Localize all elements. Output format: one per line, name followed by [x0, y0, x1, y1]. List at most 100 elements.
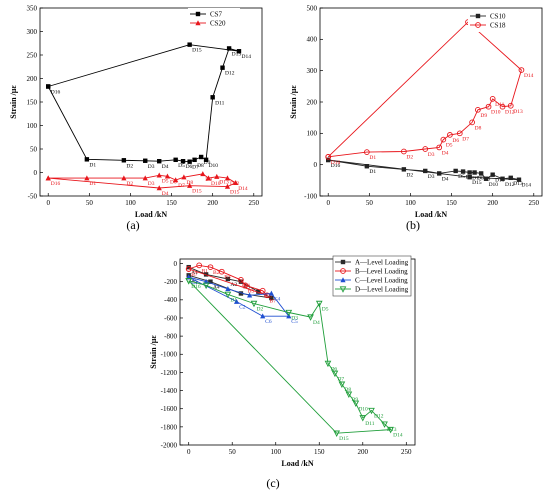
point-label-a: D14	[238, 186, 248, 192]
data-point-a-1	[205, 175, 212, 181]
data-point-a-1	[142, 175, 148, 181]
point-label-b: D11	[495, 178, 505, 184]
x-tick-label-b: 50	[366, 199, 374, 207]
point-label-a: D5	[178, 163, 185, 169]
data-point-b-1	[469, 119, 475, 126]
point-label-b: D16	[331, 160, 341, 166]
data-point-c-3	[307, 314, 314, 321]
panel-b: 0 50 100 150 200 250 -100 0 100 200 300 400 500 Load …	[289, 4, 543, 219]
data-point-b-0	[500, 176, 505, 181]
data-point-a-1	[156, 185, 162, 191]
point-label-c: A2	[230, 282, 237, 288]
data-point-c-3	[381, 421, 388, 428]
data-point-b-0	[508, 175, 513, 181]
point-label-c: A4	[213, 285, 220, 291]
x-tick-label-c: 200	[358, 448, 369, 456]
data-point-b-1	[436, 144, 443, 151]
data-point-c-2	[203, 278, 209, 284]
data-point-a-0	[192, 157, 197, 163]
data-point-c-0	[225, 276, 231, 282]
point-label-a: D10	[209, 163, 219, 169]
data-point-b-1	[485, 103, 492, 110]
point-label-b: D3	[428, 174, 435, 180]
point-label-a: D8	[197, 163, 204, 169]
data-point-a-1	[181, 174, 187, 180]
data-point-c-3	[285, 309, 293, 317]
y-tick-label-c: -2000	[161, 441, 178, 449]
point-label-a: D2	[126, 163, 133, 169]
data-point-a-0	[226, 46, 232, 51]
data-point-b-1	[475, 106, 481, 113]
point-label-b: D4	[442, 176, 449, 182]
legend-label-a: CS7	[210, 11, 223, 19]
point-label-b: D14	[524, 73, 534, 79]
data-point-c-1	[196, 262, 202, 269]
point-label-b: D8	[477, 176, 484, 182]
point-label-c: D12	[374, 414, 384, 420]
x-tick-label-c: 100	[270, 448, 281, 456]
data-point-a-0	[236, 49, 242, 54]
point-label-b: D2	[406, 172, 413, 178]
point-label-b: D6	[452, 138, 459, 144]
data-point-a-0	[198, 154, 204, 160]
point-label-a: D6	[186, 164, 193, 170]
legend-label-c: D—Level Loading	[355, 286, 409, 294]
legend-marker-a	[195, 20, 201, 26]
data-point-a-0	[157, 159, 162, 164]
data-point-b-0	[423, 168, 428, 174]
data-point-a-0	[84, 157, 90, 162]
data-point-c-3	[333, 430, 341, 437]
y-tick-label-a: 250	[27, 51, 38, 59]
y-tick-label-b: -100	[304, 192, 317, 200]
data-point-c-3	[359, 415, 367, 422]
point-label-c: B1	[202, 268, 209, 274]
point-label-b: D1	[369, 155, 376, 161]
legend-marker-c	[340, 259, 346, 265]
y-tick-label-a: 350	[27, 4, 38, 12]
point-label-a: D15	[192, 189, 202, 195]
plot-frame-c	[179, 258, 416, 446]
data-point-b-1	[401, 148, 407, 155]
point-label-a: D8	[186, 180, 193, 186]
point-label-c: C2	[239, 305, 246, 311]
data-point-b-1	[325, 153, 332, 160]
x-tick-label-c: 0	[187, 448, 191, 456]
data-point-b-0	[453, 168, 458, 174]
x-axis-title-b: Load /kN	[415, 210, 447, 219]
data-point-b-0	[472, 170, 477, 175]
data-point-c-1	[207, 264, 214, 271]
point-label-a: D16	[51, 181, 61, 187]
y-tick-label-c: -1600	[161, 405, 178, 413]
legend-label-a: CS20	[210, 20, 226, 28]
point-label-b: D13	[513, 181, 523, 187]
legend-label-c: C—Level Loading	[355, 277, 408, 285]
data-point-c-3	[250, 300, 258, 308]
point-label-a: D12	[225, 71, 235, 77]
data-point-c-3	[352, 400, 360, 408]
panel-a-caption: (a)	[126, 218, 139, 232]
point-label-c: A1	[191, 270, 198, 276]
data-point-a-0	[180, 159, 186, 164]
data-point-a-0	[203, 157, 209, 163]
panel-a: 0 50 100 150 200 250 -50 0 50 100 150 200 250 300 350 L…	[9, 4, 263, 219]
data-point-a-0	[143, 158, 148, 163]
y-tick-label-c: 0	[174, 260, 178, 268]
data-point-b-1	[499, 103, 506, 110]
point-label-a: D13	[219, 180, 229, 186]
legend-marker-b	[475, 13, 481, 19]
data-point-b-1	[518, 67, 525, 73]
data-point-a-0	[46, 84, 51, 89]
data-point-b-0	[478, 171, 484, 176]
series-line-b-1	[327, 21, 522, 158]
x-tick-label-b: 100	[405, 199, 416, 207]
point-label-b: D5	[458, 174, 465, 180]
point-label-a: D3	[148, 181, 155, 187]
y-tick-label-a: 0	[34, 169, 38, 177]
legend-marker-c	[340, 277, 346, 283]
point-label-c: B4	[243, 283, 250, 289]
point-label-b: D7	[462, 136, 469, 142]
x-axis-title-c: Load /kN	[281, 459, 313, 468]
legend-box-b	[468, 10, 520, 32]
